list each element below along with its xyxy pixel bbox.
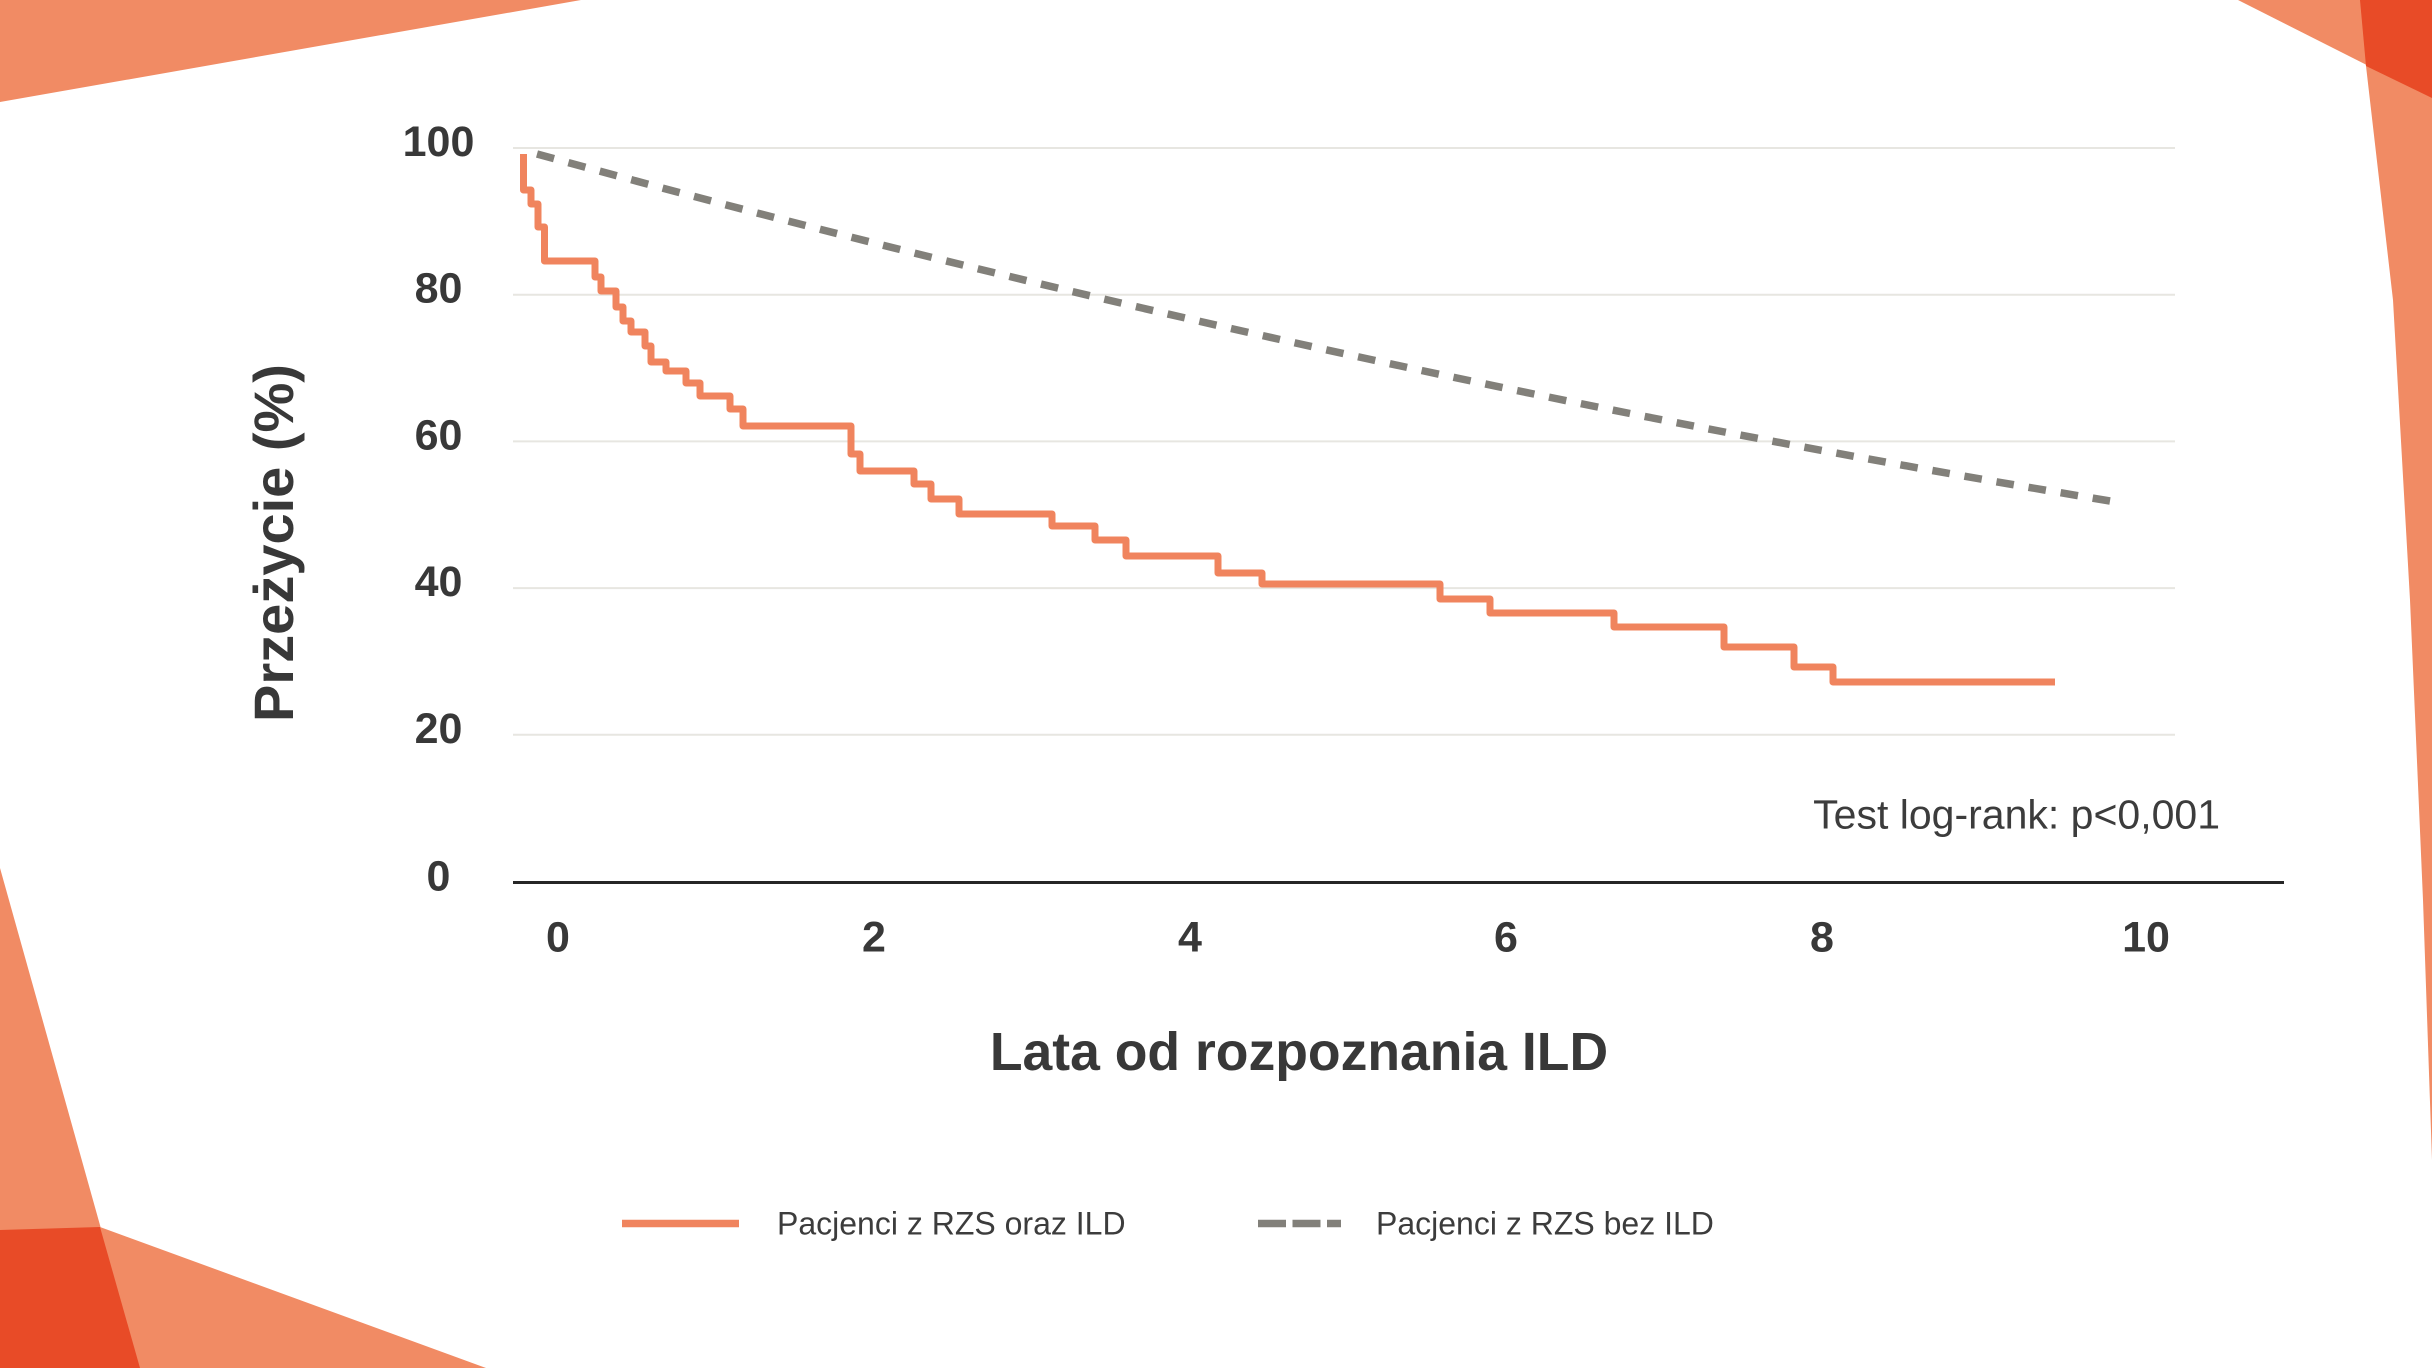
svg-text:Pacjenci z RZS bez ILD: Pacjenci z RZS bez ILD (1376, 1206, 1714, 1242)
svg-text:60: 60 (415, 411, 463, 459)
svg-text:10: 10 (2122, 914, 2170, 962)
svg-text:0: 0 (546, 914, 570, 962)
svg-text:8: 8 (1810, 914, 1834, 962)
svg-text:40: 40 (415, 558, 463, 606)
svg-text:4: 4 (1178, 914, 1202, 962)
svg-text:6: 6 (1494, 914, 1518, 962)
svg-text:Test log-rank: p<0,001: Test log-rank: p<0,001 (1813, 792, 2220, 838)
svg-text:80: 80 (415, 265, 463, 313)
svg-text:20: 20 (415, 705, 463, 753)
svg-text:100: 100 (403, 118, 475, 166)
svg-text:Pacjenci z RZS oraz ILD: Pacjenci z RZS oraz ILD (777, 1206, 1126, 1242)
svg-text:Lata od rozpoznania ILD: Lata od rozpoznania ILD (990, 1023, 1608, 1082)
svg-text:Przeżycie (%): Przeżycie (%) (242, 364, 305, 722)
svg-text:0: 0 (427, 853, 451, 901)
svg-text:2: 2 (862, 914, 886, 962)
